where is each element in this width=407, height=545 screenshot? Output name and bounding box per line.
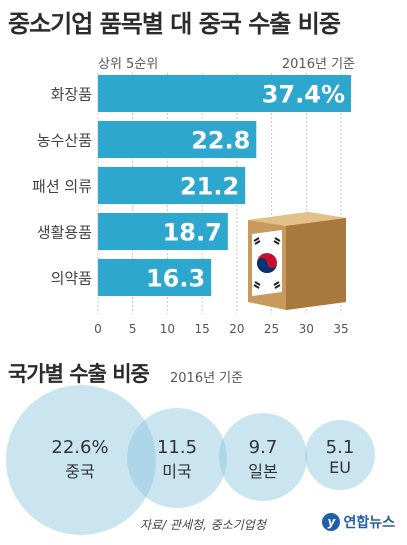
bubble-china bbox=[6, 385, 156, 535]
bar-value-label: 37.4% bbox=[262, 81, 345, 109]
bar bbox=[98, 213, 228, 250]
x-tick-label: 10 bbox=[160, 322, 175, 336]
bubble-usa bbox=[127, 408, 227, 508]
x-tick-label: 25 bbox=[264, 322, 279, 336]
x-tick-label: 30 bbox=[299, 322, 314, 336]
category-label: 생활용품 bbox=[37, 224, 92, 242]
x-tick-label: 15 bbox=[195, 322, 210, 336]
bubble-label: 미국 bbox=[162, 462, 192, 481]
bubble-value: 5.1 bbox=[325, 437, 355, 458]
bar bbox=[98, 167, 246, 204]
bubble-value: 9.7 bbox=[248, 437, 278, 458]
country-share-title: 국가별 수출 비중 bbox=[8, 362, 150, 386]
bubble-value: 11.5 bbox=[156, 437, 198, 458]
bar-chart: 0 5 10 15 20 25 30 35 화장품 37.4% 농수산품 22.8 패션 의류 21.2 생… bbox=[32, 73, 351, 336]
country-share-note: 2016년 기준 bbox=[170, 371, 244, 386]
x-tick-label: 20 bbox=[229, 322, 244, 336]
category-label: 농수산품 bbox=[37, 132, 92, 150]
bubble-eu bbox=[305, 420, 375, 490]
bar-value-label: 22.8 bbox=[191, 127, 250, 155]
chart-subtitle-rank: 상위 5순위 bbox=[98, 57, 159, 72]
yonhap-mark-icon: y bbox=[322, 513, 341, 531]
bubble-label: 일본 bbox=[248, 462, 278, 481]
bubble-label: 중국 bbox=[65, 462, 95, 481]
trigrams bbox=[253, 237, 281, 289]
bubble-text-eu: 5.1 EU bbox=[310, 437, 370, 477]
logo-text: 연합뉴스 bbox=[343, 515, 395, 531]
bubble-text-china: 22.6% 중국 bbox=[40, 437, 120, 482]
bubble-value: 22.6% bbox=[51, 437, 109, 458]
bubble-text-usa: 11.5 미국 bbox=[145, 437, 209, 482]
x-tick-label: 5 bbox=[129, 322, 137, 336]
box-side bbox=[286, 218, 346, 310]
page-title: 중소기업 품목별 대 중국 수출 비중 bbox=[8, 10, 341, 38]
category-label: 의약품 bbox=[51, 270, 92, 288]
x-tick-label: 0 bbox=[94, 322, 102, 336]
chart-subtitle-year: 2016년 기준 bbox=[281, 57, 355, 72]
bubble-text-japan: 9.7 일본 bbox=[231, 437, 295, 482]
box-top bbox=[248, 212, 346, 226]
taegeuk-blue bbox=[257, 258, 277, 273]
bar-value-label: 21.2 bbox=[180, 173, 239, 201]
yonhap-logo: y 연합뉴스 bbox=[322, 512, 395, 532]
export-box-illustration bbox=[248, 212, 346, 310]
bar-value-label: 16.3 bbox=[146, 265, 205, 293]
category-label: 패션 의류 bbox=[32, 178, 92, 196]
category-label: 화장품 bbox=[51, 86, 92, 104]
x-tick-label: 35 bbox=[333, 322, 348, 336]
bar bbox=[98, 121, 257, 158]
bar-value-label: 18.7 bbox=[163, 219, 222, 247]
bar bbox=[98, 75, 351, 112]
bar bbox=[98, 259, 212, 296]
bubble-japan bbox=[219, 413, 307, 501]
bubble-label: EU bbox=[329, 458, 351, 477]
source-note: 자료/ 관세청, 중소기업청 bbox=[140, 518, 266, 532]
